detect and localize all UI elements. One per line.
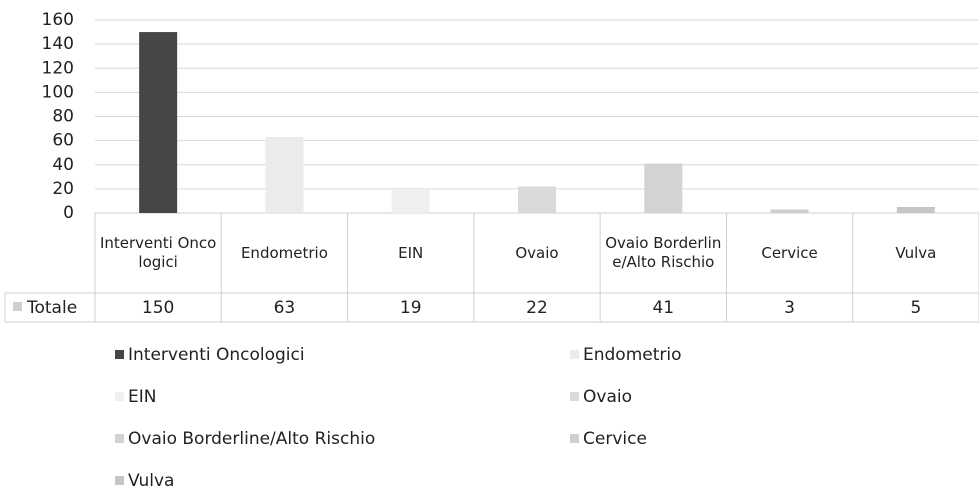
bar bbox=[896, 206, 935, 213]
legend-label: Endometrio bbox=[583, 345, 682, 365]
legend-label: Ovaio bbox=[583, 387, 632, 407]
y-tick-label: 160 bbox=[42, 10, 74, 30]
category-label-box: EIN bbox=[398, 243, 424, 262]
category-label: Cervice bbox=[761, 243, 818, 262]
legend-key bbox=[13, 302, 22, 311]
legend-label: Ovaio Borderline/Alto Rischio bbox=[128, 429, 375, 449]
category-label: EIN bbox=[398, 243, 424, 262]
legend-label: Cervice bbox=[583, 429, 647, 449]
bar bbox=[770, 209, 809, 213]
bar bbox=[644, 163, 683, 213]
y-tick-label: 100 bbox=[42, 82, 74, 102]
value-label: 41 bbox=[652, 298, 674, 318]
legend-label: Vulva bbox=[128, 471, 174, 491]
category-label: Vulva bbox=[895, 243, 937, 262]
category-label: Endometrio bbox=[240, 243, 328, 262]
value-label: 19 bbox=[400, 298, 422, 318]
category-label-box: Interventi Oncologici bbox=[99, 234, 217, 271]
category-label-box: Cervice bbox=[761, 243, 818, 262]
category-label: Ovaio Borderline/Alto Rischio bbox=[605, 234, 722, 271]
legend-key bbox=[570, 350, 579, 359]
row-label: Totale bbox=[26, 298, 77, 318]
category-label-box: Ovaio bbox=[515, 243, 559, 262]
category-label-box: Vulva bbox=[895, 243, 937, 262]
category-label: Ovaio bbox=[515, 243, 559, 262]
legend-key bbox=[115, 350, 124, 359]
y-tick-label: 80 bbox=[52, 107, 74, 127]
legend-key bbox=[115, 392, 124, 401]
legend-key bbox=[115, 476, 124, 485]
legend-key bbox=[570, 434, 579, 443]
y-tick-label: 140 bbox=[42, 34, 74, 54]
category-label: Interventi Oncologici bbox=[99, 234, 217, 271]
bar bbox=[518, 186, 556, 213]
y-tick-label: 0 bbox=[63, 203, 74, 223]
bar bbox=[265, 137, 304, 213]
y-tick-label: 40 bbox=[52, 155, 74, 175]
value-label: 3 bbox=[784, 298, 795, 318]
value-label: 63 bbox=[274, 298, 296, 318]
value-label: 22 bbox=[526, 298, 548, 318]
category-label-box: Endometrio bbox=[240, 243, 328, 262]
bar bbox=[139, 32, 178, 213]
y-tick-label: 60 bbox=[52, 131, 74, 151]
legend-key bbox=[115, 434, 124, 443]
legend-label: Interventi Oncologici bbox=[128, 345, 305, 365]
category-label-box: Ovaio Borderline/Alto Rischio bbox=[605, 234, 722, 271]
bar bbox=[391, 190, 430, 213]
value-label: 150 bbox=[142, 298, 174, 318]
y-tick-label: 20 bbox=[52, 179, 74, 199]
legend-label: EIN bbox=[128, 387, 156, 407]
value-label: 5 bbox=[910, 298, 921, 318]
legend-key bbox=[570, 392, 579, 401]
y-tick-label: 120 bbox=[42, 58, 74, 78]
